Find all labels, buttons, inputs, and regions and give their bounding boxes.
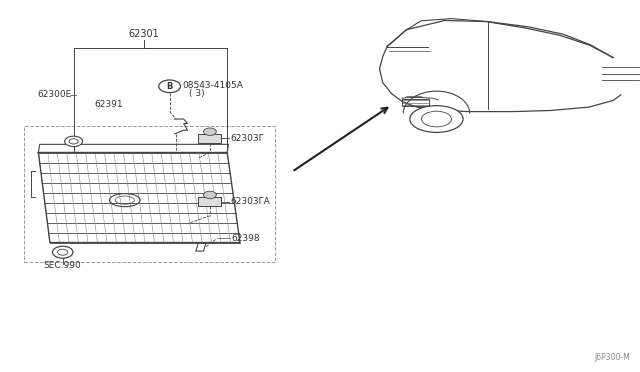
Text: J6P300-M: J6P300-M [595, 353, 630, 362]
Bar [402, 99, 429, 106]
Bar [198, 197, 221, 206]
Text: 62303ΓA: 62303ΓA [230, 197, 270, 206]
Text: 62303Γ: 62303Γ [230, 134, 264, 143]
Ellipse shape [410, 106, 463, 132]
Ellipse shape [422, 111, 451, 127]
Circle shape [52, 246, 73, 258]
Circle shape [65, 136, 83, 147]
Bar [198, 134, 221, 143]
Circle shape [58, 249, 68, 255]
Text: 08543-4105A: 08543-4105A [182, 81, 243, 90]
Text: B: B [166, 82, 173, 91]
Text: 62391: 62391 [95, 100, 124, 109]
Circle shape [204, 128, 216, 135]
Text: ( 3): ( 3) [189, 89, 204, 98]
Text: SEC.990: SEC.990 [44, 262, 81, 270]
Circle shape [159, 80, 180, 93]
Bar [24, 126, 275, 262]
Text: 62301: 62301 [129, 29, 159, 39]
Circle shape [69, 139, 78, 144]
Text: 62300E: 62300E [37, 90, 72, 99]
Text: 62398: 62398 [232, 234, 260, 243]
Circle shape [204, 191, 216, 199]
